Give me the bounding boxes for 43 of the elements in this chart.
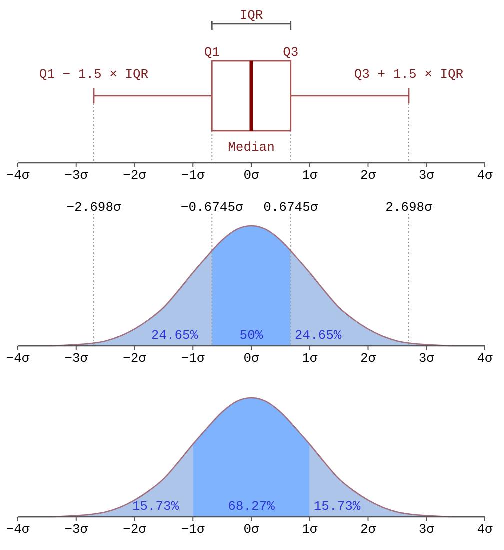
text: Median [228, 139, 275, 154]
x-tick-label: −1σ [181, 522, 206, 538]
ref-line-label: 0.6745σ [264, 200, 318, 214]
annotation: 24.65% [151, 328, 198, 342]
x-tick-label: −2σ [123, 351, 147, 366]
annotation: 68.27% [228, 498, 276, 514]
x-tick-label: 1σ [302, 168, 318, 184]
annotation: Q1 − 1.5 × IQR [39, 66, 149, 82]
x-tick-label: 2σ [360, 351, 376, 366]
x-tick-label: 1σ [302, 351, 318, 366]
annotation: 50% [240, 328, 264, 342]
x-tick-label: 1σ [302, 522, 318, 538]
text: Q3 [283, 44, 299, 60]
ref-line-label: −0.6745σ [180, 200, 244, 214]
annotation: 15.73% [132, 498, 180, 514]
x-tick-label: −2σ [123, 168, 147, 184]
x-tick-label: −4σ [6, 168, 30, 184]
x-tick-label: −1σ [181, 168, 206, 184]
text: IQR [240, 8, 264, 22]
x-tick-label: 0σ [244, 522, 260, 538]
annotation: 15.73% [314, 498, 361, 514]
x-tick-label: 3σ [418, 522, 435, 538]
x-tick-label: −3σ [64, 168, 88, 184]
x-tick-label: 0σ [244, 168, 260, 184]
x-tick-label: 2σ [360, 168, 376, 184]
x-tick-label: −1σ [181, 351, 206, 366]
x-tick-label: −4σ [6, 522, 30, 538]
x-tick-label: 4σ [477, 522, 493, 538]
x-tick-label: 3σ [418, 168, 435, 184]
annotation: Q3 + 1.5 × IQR [354, 66, 464, 82]
annotation: 24.65% [294, 328, 342, 342]
x-tick-label: 0σ [244, 351, 260, 366]
ref-line-label: 2.698σ [386, 200, 433, 214]
x-tick-label: −3σ [64, 522, 88, 538]
x-tick-label: −2σ [123, 522, 147, 538]
x-tick-label: 4σ [477, 351, 493, 366]
x-tick-label: −4σ [6, 351, 30, 366]
x-tick-label: 4σ [477, 168, 493, 184]
ref-line-label: −2.698σ [66, 200, 122, 214]
x-tick-label: 3σ [418, 351, 435, 366]
x-tick-label: 2σ [360, 522, 376, 538]
text: Q1 [204, 44, 220, 60]
x-tick-label: −3σ [64, 351, 88, 366]
